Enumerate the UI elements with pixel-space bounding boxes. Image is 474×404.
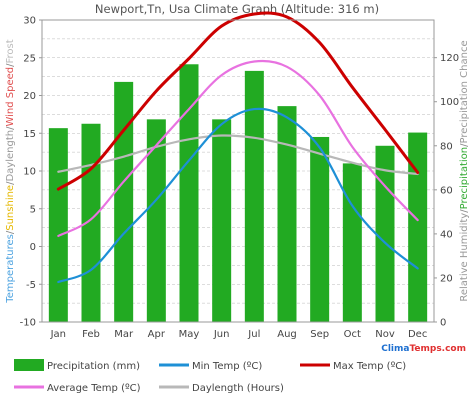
- left-tick-label: 25: [23, 53, 36, 64]
- left-tick-label: 15: [23, 129, 36, 140]
- precipitation-bar: [146, 119, 166, 322]
- right-tick-label: 60: [440, 185, 453, 196]
- right-axis-label-part: Relative Humidity: [459, 213, 470, 302]
- left-axis-label-part: /: [5, 63, 16, 67]
- left-axis-label: Temperatures/Sunshine/Daylength/Wind Spe…: [5, 39, 16, 303]
- x-tick-label: Aug: [277, 329, 297, 340]
- left-axis-label-part: /: [5, 126, 16, 130]
- legend-precipitation-swatch: [14, 359, 44, 371]
- precipitation-bar: [244, 70, 264, 322]
- right-tick-label: 20: [440, 273, 453, 284]
- x-tick-label: Nov: [375, 329, 395, 340]
- right-tick-label: 120: [440, 53, 459, 64]
- left-tick-label: 10: [23, 167, 36, 178]
- precipitation-bar: [212, 119, 232, 322]
- right-tick-label: 0: [440, 318, 446, 329]
- right-axis-label-part: /: [459, 143, 470, 147]
- x-tick-label: Apr: [148, 329, 166, 340]
- right-tick-label: 80: [440, 141, 453, 152]
- precipitation-bar: [114, 81, 134, 322]
- chart-title: Newport,Tn, Usa Climate Graph (Altitude:…: [95, 2, 379, 16]
- left-tick-label: -10: [20, 318, 36, 329]
- legend-precipitation-label: Precipitation (mm): [47, 361, 140, 372]
- left-tick-label: 5: [30, 204, 36, 215]
- x-tick-label: Mar: [114, 329, 134, 340]
- precipitation-bar: [310, 136, 330, 322]
- average-temp-line: [57, 59, 419, 238]
- left-tick-label: -5: [26, 280, 36, 291]
- left-axis-label-part: /: [5, 230, 16, 234]
- right-axis-label: Relative Humidity/Precipitation/Precipit…: [459, 40, 470, 301]
- x-tick-label: Jan: [50, 329, 66, 340]
- x-tick-label: Jul: [247, 329, 260, 340]
- left-axis-label-part: Temperatures: [5, 234, 16, 304]
- left-axis-label-part: Wind Speed: [5, 67, 16, 127]
- right-axis-label-part: Precipitation: [459, 147, 470, 210]
- left-tick-label: 30: [23, 16, 36, 27]
- left-axis-label-part: Frost: [5, 39, 16, 63]
- left-tick-label: 20: [23, 91, 36, 102]
- left-tick-label: 0: [30, 242, 36, 253]
- precipitation-bar: [179, 64, 199, 323]
- legend-min-temp-label: Min Temp (ºC): [192, 361, 262, 372]
- x-tick-label: May: [179, 329, 200, 340]
- left-axis-label-part: Sunshine: [5, 185, 16, 231]
- right-axis-label-part: Precipitation Chance: [459, 40, 470, 143]
- x-tick-label: Jun: [213, 329, 230, 340]
- legend-max-temp-label: Max Temp (ºC): [333, 361, 406, 372]
- max-temp-line: [56, 11, 420, 191]
- legend-daylength-label: Daylength (Hours): [192, 383, 284, 394]
- right-tick-label: 100: [440, 97, 459, 108]
- x-tick-label: Sep: [310, 329, 329, 340]
- precipitation-bar: [342, 163, 362, 322]
- watermark: ClimaTemps.com: [381, 344, 466, 354]
- precipitation-bar: [48, 128, 68, 322]
- left-axis-label-part: /: [5, 181, 16, 185]
- precipitation-bar: [277, 106, 297, 322]
- x-tick-label: Feb: [82, 329, 100, 340]
- watermark-part: Clima: [381, 344, 409, 354]
- precipitation-bar: [408, 132, 428, 322]
- legend-average-temp-label: Average Temp (ºC): [47, 383, 141, 394]
- right-axis-label-part: /: [459, 209, 470, 213]
- daylength-line: [57, 134, 419, 176]
- watermark-part: Temps.com: [409, 344, 466, 354]
- x-tick-label: Oct: [344, 329, 361, 340]
- x-tick-label: Dec: [408, 329, 427, 340]
- min-temp-line: [57, 107, 419, 284]
- right-tick-label: 40: [440, 229, 453, 240]
- left-axis-label-part: Daylength: [5, 130, 16, 182]
